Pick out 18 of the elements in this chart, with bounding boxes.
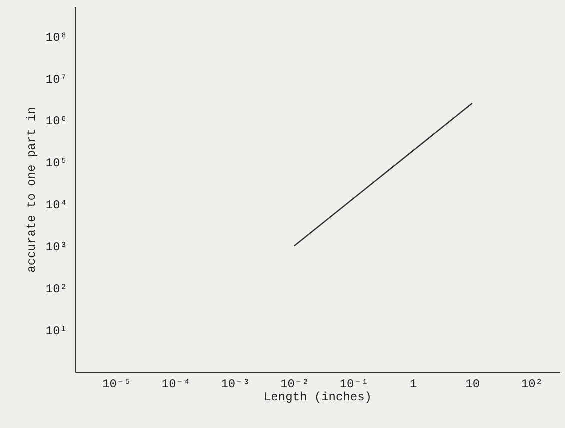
y-axis-title: accurate to one part in (24, 107, 39, 273)
x-tick-label: 10 (466, 378, 480, 392)
x-axis-title: Length (inches) (264, 390, 372, 404)
x-tick-label: 10⁻³ (221, 378, 250, 392)
y-tick-label: 10⁶ (46, 114, 68, 129)
x-tick-label: 10² (521, 378, 543, 392)
y-tick-label: 10³ (46, 240, 68, 255)
y-tick-label: 10² (46, 282, 68, 297)
x-tick-label: 1 (410, 378, 418, 392)
y-tick-label: 10⁵ (46, 156, 68, 171)
x-tick-label: 10⁻¹ (340, 378, 369, 392)
y-tick-label: 10⁷ (46, 72, 68, 87)
x-tick-label: 10⁻² (280, 378, 310, 392)
x-tick-label: 10⁻⁴ (162, 378, 191, 392)
y-tick-label: 10⁸ (46, 30, 68, 45)
x-tick-label: 10⁻⁵ (102, 378, 132, 392)
y-tick-label: 10¹ (46, 324, 68, 339)
y-tick-label: 10⁴ (46, 198, 68, 213)
